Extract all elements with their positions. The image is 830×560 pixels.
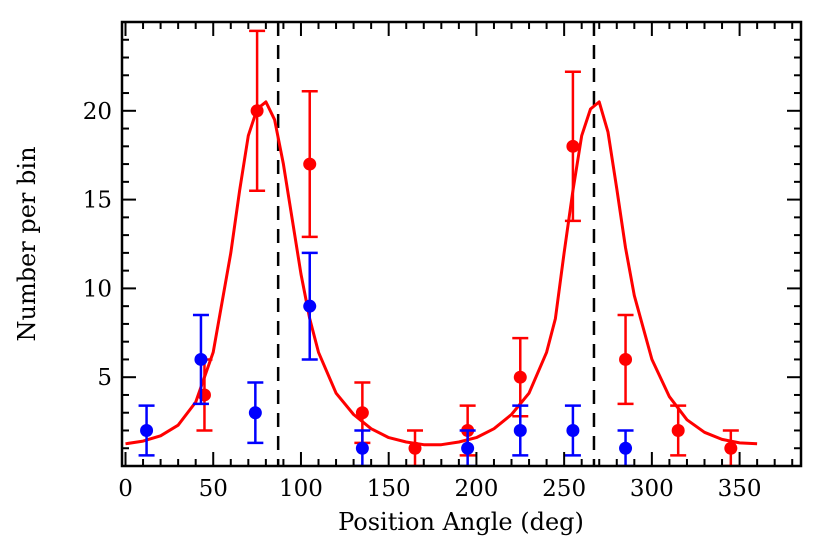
data-point (724, 441, 738, 455)
data-point (355, 441, 369, 455)
y-tick-label: 5 (97, 365, 112, 391)
x-tick-label: 50 (199, 476, 228, 502)
data-point (513, 370, 527, 384)
data-point (250, 104, 264, 118)
data-point (303, 299, 317, 313)
plot-content (125, 22, 758, 466)
x-tick-label: 150 (367, 476, 411, 502)
data-point (303, 157, 317, 171)
plot-frame (120, 20, 803, 468)
axis-tick-labels: 0 50 100 150 200 250 300 350 5 10 15 20 (83, 99, 762, 502)
x-tick-label: 0 (118, 476, 133, 502)
series-2 (138, 251, 634, 466)
data-point (461, 441, 475, 455)
y-tick-label: 20 (83, 99, 112, 125)
data-point (194, 352, 208, 366)
fit-curve (125, 100, 758, 447)
data-point (248, 406, 262, 420)
data-point (566, 423, 580, 437)
data-point (140, 423, 154, 437)
x-tick-label: 250 (542, 476, 586, 502)
data-point (355, 406, 369, 420)
y-tick-label: 10 (83, 276, 112, 302)
axis-ticks (122, 22, 801, 466)
x-tick-label: 100 (279, 476, 323, 502)
data-point (671, 423, 685, 437)
data-point (566, 139, 580, 153)
data-point (619, 441, 633, 455)
x-tick-label: 300 (630, 476, 674, 502)
data-point (513, 423, 527, 437)
x-tick-label: 350 (718, 476, 762, 502)
data-point (619, 352, 633, 366)
x-axis-label: Position Angle (deg) (338, 508, 584, 536)
x-tick-label: 200 (454, 476, 498, 502)
y-axis-label: Number per bin (13, 146, 41, 341)
data-point (408, 441, 422, 455)
y-tick-label: 15 (83, 188, 112, 214)
